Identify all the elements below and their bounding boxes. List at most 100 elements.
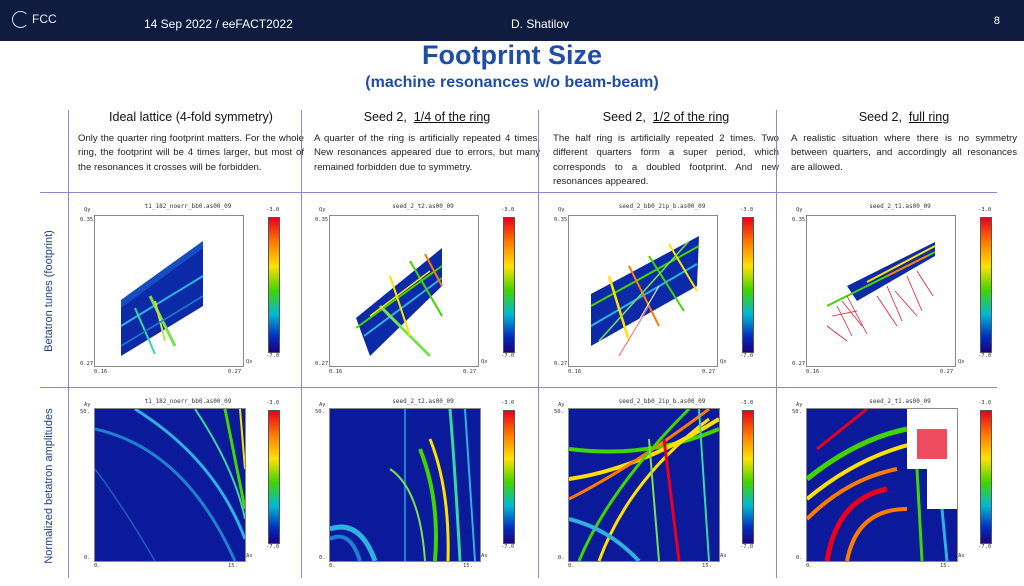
footprint-shape — [590, 236, 700, 357]
x-tick-right: 15. — [463, 563, 473, 569]
cbar-top-label: -3.0 — [266, 400, 280, 406]
page-number: 8 — [993, 15, 1000, 27]
plot-area — [329, 408, 481, 562]
y-tick-bottom: 0. — [319, 555, 326, 561]
y-tick-top: 0.35 — [554, 217, 568, 223]
plot-area — [806, 215, 956, 367]
footprint-plot-2: seed_2_t2.as00_09 Qy 0.35 0.27 0.16 0.27… — [313, 203, 533, 381]
cbar-bottom-label: -7.0 — [266, 544, 280, 550]
y-tick-top: 50. — [792, 409, 802, 415]
x-axis-label: Qx — [246, 359, 253, 365]
y-tick-bottom: 0.27 — [315, 361, 329, 367]
footprint-plot-3: seed_2_bb0_2ip_b.as00_09 Qy 0.35 0.27 0.… — [552, 203, 772, 381]
row-label-footprint: Betatron tunes (footprint) — [43, 230, 55, 352]
row-label-amplitudes: Normalized betatron amplitudes — [43, 408, 55, 564]
cbar-top-label: -3.0 — [501, 400, 515, 406]
color-scale — [268, 217, 280, 353]
column-3: Seed 2, 1/2 of the ring The half ring is… — [553, 110, 779, 190]
column-head: Seed 2, 1/4 of the ring — [363, 110, 491, 124]
y-tick-top: 0.35 — [315, 217, 329, 223]
cbar-top-label: -3.0 — [501, 207, 515, 213]
column-description: The half ring is artificially repeated 2… — [553, 133, 779, 188]
author: D. Shatilov — [511, 17, 570, 31]
cbar-bottom-label: -7.0 — [740, 544, 754, 550]
cbar-top-label: -3.0 — [740, 400, 754, 406]
x-axis-label: Ax — [481, 553, 488, 559]
plot-area — [329, 215, 479, 367]
cbar-bottom-label: -7.0 — [501, 544, 515, 550]
plot-title: seed_2_bb0_2ip_b.as00_09 — [618, 203, 706, 210]
amplitude-plot-4: seed_2_t1.as00_09 Ay 50. 0. 0. 15. Ax -3… — [790, 398, 1010, 574]
column-head: Seed 2, full ring — [858, 110, 950, 124]
cbar-top-label: -3.0 — [978, 400, 992, 406]
plot-title: seed_2_t1.as00_09 — [869, 398, 931, 405]
slide-title: Footprint Size — [422, 40, 602, 70]
fcc-logo-icon — [12, 11, 29, 28]
x-tick-left: 0.16 — [329, 369, 343, 375]
plot-title: seed_2_t2.as00_09 — [392, 203, 454, 210]
amplitude-map — [569, 409, 719, 561]
y-tick-top: 0.35 — [792, 217, 806, 223]
plot-area — [806, 408, 958, 562]
y-axis-label: Ay — [319, 402, 326, 408]
grid-divider — [301, 110, 302, 578]
x-tick-left: 0. — [329, 563, 336, 569]
color-scale — [980, 410, 992, 544]
column-description: Only the quarter ring footprint matters.… — [78, 133, 304, 173]
slide-subtitle: (machine resonances w/o beam-beam) — [365, 74, 659, 91]
color-scale — [503, 410, 515, 544]
column-description: A quarter of the ring is artificially re… — [314, 133, 540, 173]
grid-divider — [68, 110, 69, 578]
cbar-top-label: -3.0 — [978, 207, 992, 213]
plot-title: t1_182_noerr_bb0.as00_09 — [144, 203, 232, 210]
footprint-plot-4: seed_2_t1.as00_09 Qy 0.35 0.27 0.16 0.27… — [790, 203, 1010, 381]
color-scale — [503, 217, 515, 353]
y-tick-bottom: 0.27 — [80, 361, 94, 367]
amplitude-plot-2: seed_2_t2.as00_09 Ay 50. 0. 0. 15. Ax -3… — [313, 398, 533, 574]
amplitude-map — [807, 409, 957, 561]
cbar-bottom-label: -7.0 — [978, 544, 992, 550]
y-axis-label: Ay — [796, 402, 803, 408]
x-axis-label: Qx — [958, 359, 965, 365]
fcc-logo: FCC — [10, 8, 70, 32]
grid-divider — [40, 192, 997, 193]
cbar-bottom-label: -7.0 — [978, 353, 992, 359]
y-axis-label: Ay — [558, 402, 565, 408]
cbar-bottom-label: -7.0 — [740, 353, 754, 359]
y-axis-label: Qy — [84, 207, 91, 213]
y-tick-bottom: 0. — [796, 555, 803, 561]
x-tick-right: 0.27 — [702, 369, 716, 375]
amplitude-plot-3: seed_2_bb0_2ip_b.as00_09 Ay 50. 0. 0. 15… — [552, 398, 772, 574]
x-tick-right: 0.27 — [940, 369, 954, 375]
plot-title: seed_2_t2.as00_09 — [392, 398, 454, 405]
cbar-top-label: -3.0 — [266, 207, 280, 213]
x-axis-label: Ax — [720, 553, 727, 559]
y-tick-bottom: 0. — [84, 555, 91, 561]
y-axis-label: Ay — [84, 402, 91, 408]
plot-area — [94, 408, 246, 562]
amplitude-plot-1: t1_182_noerr_bb0.as00_09 Ay 50. 0. 0. 15… — [78, 398, 298, 574]
color-scale — [268, 410, 280, 544]
color-scale — [980, 217, 992, 353]
x-axis-label: Ax — [246, 553, 253, 559]
y-tick-top: 50. — [315, 409, 325, 415]
y-axis-label: Qy — [319, 207, 326, 213]
x-tick-left: 0. — [806, 563, 813, 569]
y-axis-label: Qy — [558, 207, 565, 213]
x-tick-left: 0. — [568, 563, 575, 569]
x-tick-right: 15. — [702, 563, 712, 569]
y-tick-top: 50. — [554, 409, 564, 415]
color-scale — [742, 217, 754, 353]
plot-title: seed_2_t1.as00_09 — [869, 203, 931, 210]
cbar-top-label: -3.0 — [740, 207, 754, 213]
amplitude-map — [330, 409, 476, 561]
plot-area — [94, 215, 244, 367]
y-tick-top: 0.35 — [80, 217, 94, 223]
amplitude-map — [95, 409, 245, 561]
column-head: Seed 2, 1/2 of the ring — [602, 110, 730, 124]
header-bar: FCC 14 Sep 2022 / eeFACT2022 D. Shatilov… — [0, 0, 1024, 41]
column-1: Ideal lattice (4-fold symmetry) Only the… — [78, 110, 304, 175]
y-axis-label: Qy — [796, 207, 803, 213]
cbar-bottom-label: -7.0 — [266, 353, 280, 359]
x-tick-left: 0.16 — [806, 369, 820, 375]
